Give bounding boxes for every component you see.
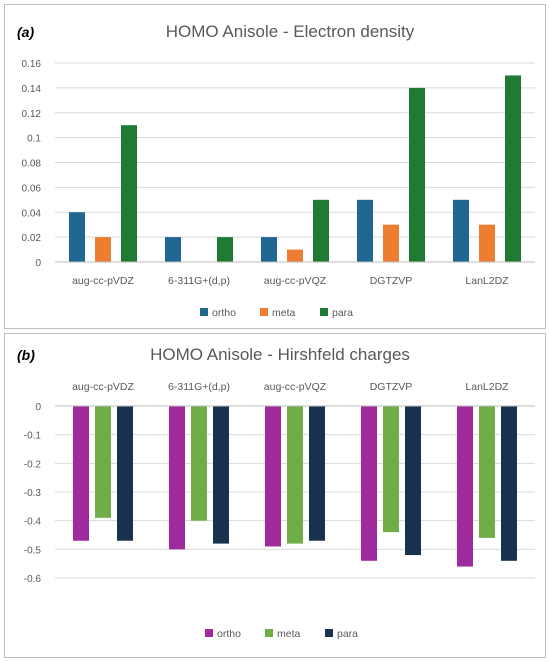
chart-b: (b) HOMO Anisole - Hirshfeld charges 0 -0… [17,345,535,640]
y-tick-label: 0.02 [22,233,42,244]
x-tick-label: aug-cc-pVDZ [72,381,134,393]
bar-meta-2 [287,249,303,262]
bar-para-4 [501,406,517,561]
y-tick-label: -0.6 [24,574,42,585]
bar-para-3 [405,406,421,556]
bar-para-1 [217,237,233,262]
bar-para-4 [505,75,521,262]
legend-label-meta: meta [272,307,296,319]
chart-a: (a) HOMO Anisole - Electron density 0 0.0… [17,22,535,319]
y-tick-label: -0.4 [24,517,42,528]
legend-swatch-ortho [205,629,213,637]
y-tick-label: 0.14 [22,84,42,95]
bar-para-2 [313,199,329,262]
bar-ortho-2 [265,406,281,547]
x-tick-label: DGTZVP [370,381,413,393]
bar-para-0 [117,406,133,541]
bar-ortho-1 [169,406,185,550]
x-tick-label: aug-cc-pVDZ [72,275,134,287]
chart-panel-a: (a) HOMO Anisole - Electron density 0 0.0… [4,4,546,329]
bar-meta-2 [287,406,303,544]
bar-ortho-3 [361,406,377,561]
bar-ortho-1 [165,237,181,262]
bar-meta-4 [479,406,495,538]
x-tick-label: LanL2DZ [465,275,509,287]
bar-ortho-0 [69,212,85,262]
y-tick-label: -0.1 [24,431,42,442]
legend-swatch-meta [260,308,268,316]
x-tick-label: aug-cc-pVQZ [264,381,327,393]
bar-para-2 [309,406,325,541]
bar-para-3 [409,87,425,262]
legend-label-ortho: ortho [212,307,236,319]
legend-swatch-ortho [200,308,208,316]
legend-swatch-para [320,308,328,316]
legend-label-para: para [337,628,358,640]
chart-panel-b: (b) HOMO Anisole - Hirshfeld charges 0 -0… [4,333,546,658]
y-tick-label: 0 [35,258,41,269]
bar-ortho-4 [457,406,473,567]
legend-label-ortho: ortho [217,628,241,640]
bar-para-1 [213,406,229,544]
bar-ortho-4 [453,199,469,262]
chart-title-b: HOMO Anisole - Hirshfeld charges [150,345,410,364]
y-tick-label: 0.16 [22,59,42,70]
legend-label-meta: meta [277,628,301,640]
x-tick-label: aug-cc-pVQZ [264,275,327,287]
legend-label-para: para [332,307,353,319]
bar-meta-1 [191,406,207,521]
bar-ortho-0 [73,406,89,541]
bar-meta-3 [383,406,399,533]
bar-ortho-3 [357,199,373,262]
y-tick-label: 0.04 [22,208,42,219]
bar-meta-4 [479,224,495,262]
bar-para-0 [121,125,137,262]
bar-ortho-2 [261,237,277,262]
bar-meta-0 [95,406,111,518]
y-tick-label: 0.08 [22,159,42,170]
y-tick-label: -0.3 [24,488,42,499]
x-tick-label: DGTZVP [370,275,413,287]
bar-meta-3 [383,224,399,262]
y-tick-label: 0.12 [22,109,42,120]
y-tick-label: 0 [35,402,41,413]
y-tick-label: -0.5 [24,545,42,556]
y-tick-label: 0.1 [27,134,41,145]
y-tick-label: -0.2 [24,459,42,470]
bar-meta-0 [95,237,111,262]
x-tick-label: LanL2DZ [465,381,509,393]
y-tick-label: 0.06 [22,183,42,194]
x-tick-label: 6-311G+(d,p) [168,275,230,287]
legend-swatch-para [325,629,333,637]
x-tick-label: 6-311G+(d,p) [168,381,230,393]
panel-label-b: (b) [17,347,35,363]
chart-title-a: HOMO Anisole - Electron density [166,22,415,41]
legend-swatch-meta [265,629,273,637]
panel-label-a: (a) [17,24,34,40]
